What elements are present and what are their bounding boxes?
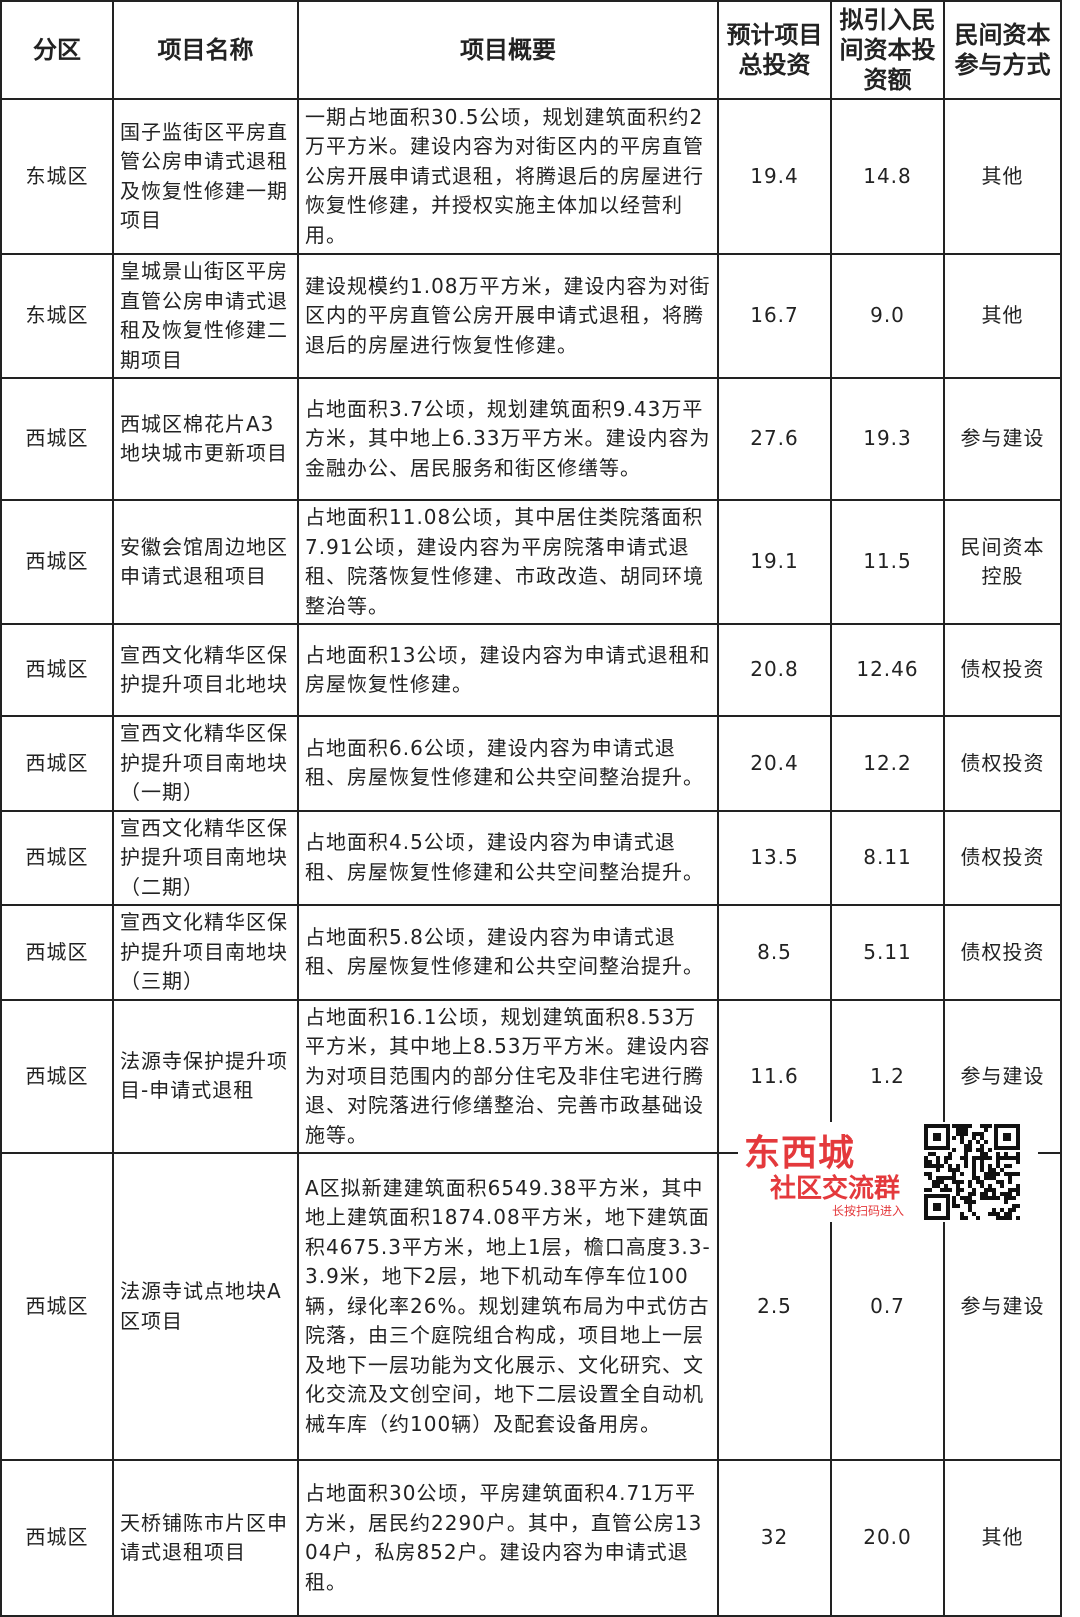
- total-investment-cell: 20.8: [717, 623, 832, 717]
- district-cell: 东城区: [0, 98, 114, 255]
- total-investment-cell: 27.6: [717, 377, 832, 501]
- private-investment-cell: 11.5: [830, 499, 945, 625]
- total-investment-cell: 19.1: [717, 499, 832, 625]
- participation-cell: 其他: [943, 98, 1062, 255]
- summary-cell: 占地面积13公顷，建设内容为申请式退租和房屋恢复性修建。: [297, 623, 719, 717]
- participation-cell: 民间资本控股: [943, 499, 1062, 625]
- summary-cell: 占地面积30公顷，平房建筑面积4.71万平方米，居民约2290户。其中，直管公房…: [297, 1459, 719, 1617]
- project-name-cell: 天桥铺陈市片区申请式退租项目: [112, 1459, 299, 1617]
- table-row: 西城区 宣西文化精华区保护提升项目南地块（三期） 占地面积5.8公顷，建设内容为申请…: [0, 904, 1062, 1001]
- participation-cell: 债权投资: [943, 809, 1062, 906]
- project-name-cell: 安徽会馆周边地区申请式退租项目: [112, 499, 299, 625]
- private-investment-cell: 12.2: [830, 715, 945, 812]
- district-cell: 西城区: [0, 623, 114, 717]
- header-cell: 拟引入民间资本投资额: [830, 0, 945, 100]
- project-name-cell: 宣西文化精华区保护提升项目南地块（一期）: [112, 715, 299, 812]
- total-investment-cell: 19.4: [717, 98, 832, 255]
- district-cell: 西城区: [0, 998, 114, 1154]
- participation-cell: 债权投资: [943, 623, 1062, 717]
- district-cell: 西城区: [0, 377, 114, 501]
- table-row: 西城区 法源寺试点地块A区项目 A区拟新建建筑面积6549.38平方米，其中地上建筑…: [0, 1152, 1062, 1461]
- table-row: 西城区 天桥铺陈市片区申请式退租项目 占地面积30公顷，平房建筑面积4.71万平方米…: [0, 1459, 1062, 1617]
- total-investment-cell: 32: [717, 1459, 832, 1617]
- summary-cell: 占地面积4.5公顷，建设内容为申请式退租、房屋恢复性修建和公共空间整治提升。: [297, 809, 719, 906]
- total-investment-cell: 20.4: [717, 715, 832, 812]
- summary-cell: A区拟新建建筑面积6549.38平方米，其中地上建筑面积1874.08平方米，地…: [297, 1152, 719, 1461]
- project-name-cell: 国子监街区平房直管公房申请式退租及恢复性修建一期项目: [112, 98, 299, 255]
- district-cell: 东城区: [0, 253, 114, 379]
- qr-code: [924, 1124, 1020, 1220]
- participation-cell: 其他: [943, 253, 1062, 379]
- participation-cell: 其他: [943, 1459, 1062, 1617]
- table-row: 东城区 皇城景山街区平房直管公房申请式退租及恢复性修建二期项目 建设规模约1.08万…: [0, 253, 1062, 379]
- project-name-cell: 皇城景山街区平房直管公房申请式退租及恢复性修建二期项目: [112, 253, 299, 379]
- header-row: 分区 项目名称 项目概要 预计项目总投资 拟引入民间资本投资额 民间资本参与方式: [0, 0, 1062, 100]
- district-cell: 西城区: [0, 1152, 114, 1461]
- private-investment-cell: 12.46: [830, 623, 945, 717]
- summary-cell: 一期占地面积30.5公顷，规划建筑面积约2万平方米。建设内容为对街区内的平房直管…: [297, 98, 719, 255]
- participation-cell: 债权投资: [943, 715, 1062, 812]
- district-cell: 西城区: [0, 499, 114, 625]
- summary-cell: 建设规模约1.08万平方米，建设内容为对街区内的平房直管公房开展申请式退租，将腾…: [297, 253, 719, 379]
- private-investment-cell: 5.11: [830, 904, 945, 1001]
- header-cell: 项目名称: [112, 0, 299, 100]
- table-body: 东城区 国子监街区平房直管公房申请式退租及恢复性修建一期项目 一期占地面积30.5公…: [0, 98, 1062, 1617]
- table-row: 西城区 法源寺保护提升项目-申请式退租 占地面积16.1公顷，规划建筑面积8.53万…: [0, 998, 1062, 1154]
- summary-cell: 占地面积6.6公顷，建设内容为申请式退租、房屋恢复性修建和公共空间整治提升。: [297, 715, 719, 812]
- participation-cell: 参与建设: [943, 377, 1062, 501]
- summary-cell: 占地面积3.7公顷，规划建筑面积9.43万平方米，其中地上6.33万平方米。建设…: [297, 377, 719, 501]
- header-cell: 项目概要: [297, 0, 719, 100]
- table-row: 西城区 安徽会馆周边地区申请式退租项目 占地面积11.08公顷，其中居住类院落面积7…: [0, 499, 1062, 625]
- total-investment-cell: 16.7: [717, 253, 832, 379]
- private-investment-cell: 20.0: [830, 1459, 945, 1617]
- participation-cell: 债权投资: [943, 904, 1062, 1001]
- header-cell: 预计项目总投资: [717, 0, 832, 100]
- table-row: 东城区 国子监街区平房直管公房申请式退租及恢复性修建一期项目 一期占地面积30.5公…: [0, 98, 1062, 255]
- district-cell: 西城区: [0, 809, 114, 906]
- watermark-hint: 长按扫码进入: [832, 1204, 905, 1218]
- private-investment-cell: 14.8: [830, 98, 945, 255]
- project-name-cell: 宣西文化精华区保护提升项目南地块（二期）: [112, 809, 299, 906]
- private-investment-cell: 8.11: [830, 809, 945, 906]
- project-name-cell: 法源寺保护提升项目-申请式退租: [112, 998, 299, 1154]
- district-cell: 西城区: [0, 904, 114, 1001]
- table-row: 西城区 宣西文化精华区保护提升项目北地块 占地面积13公顷，建设内容为申请式退租和房…: [0, 623, 1062, 717]
- private-investment-cell: 19.3: [830, 377, 945, 501]
- summary-cell: 占地面积16.1公顷，规划建筑面积8.53万平方米，其中地上8.53万平方米。建…: [297, 998, 719, 1154]
- district-cell: 西城区: [0, 715, 114, 812]
- watermark-title: 东西城: [744, 1133, 856, 1174]
- project-name-cell: 宣西文化精华区保护提升项目北地块: [112, 623, 299, 717]
- table-row: 西城区 宣西文化精华区保护提升项目南地块（一期） 占地面积6.6公顷，建设内容为申请…: [0, 715, 1062, 812]
- watermark: 东西城 社区交流群 长按扫码进入: [738, 1122, 1038, 1222]
- district-cell: 西城区: [0, 1459, 114, 1617]
- project-name-cell: 宣西文化精华区保护提升项目南地块（三期）: [112, 904, 299, 1001]
- project-name-cell: 法源寺试点地块A区项目: [112, 1152, 299, 1461]
- table-row: 西城区 宣西文化精华区保护提升项目南地块（二期） 占地面积4.5公顷，建设内容为申请…: [0, 809, 1062, 906]
- table-row: 西城区 西城区棉花片A3地块城市更新项目 占地面积3.7公顷，规划建筑面积9.43万…: [0, 377, 1062, 501]
- total-investment-cell: 8.5: [717, 904, 832, 1001]
- project-name-cell: 西城区棉花片A3地块城市更新项目: [112, 377, 299, 501]
- summary-cell: 占地面积5.8公顷，建设内容为申请式退租、房屋恢复性修建和公共空间整治提升。: [297, 904, 719, 1001]
- header-cell: 民间资本参与方式: [943, 0, 1062, 100]
- watermark-subtitle: 社区交流群: [770, 1174, 901, 1204]
- total-investment-cell: 13.5: [717, 809, 832, 906]
- summary-cell: 占地面积11.08公顷，其中居住类院落面积7.91公顷，建设内容为平房院落申请式…: [297, 499, 719, 625]
- header-cell: 分区: [0, 0, 114, 100]
- private-investment-cell: 9.0: [830, 253, 945, 379]
